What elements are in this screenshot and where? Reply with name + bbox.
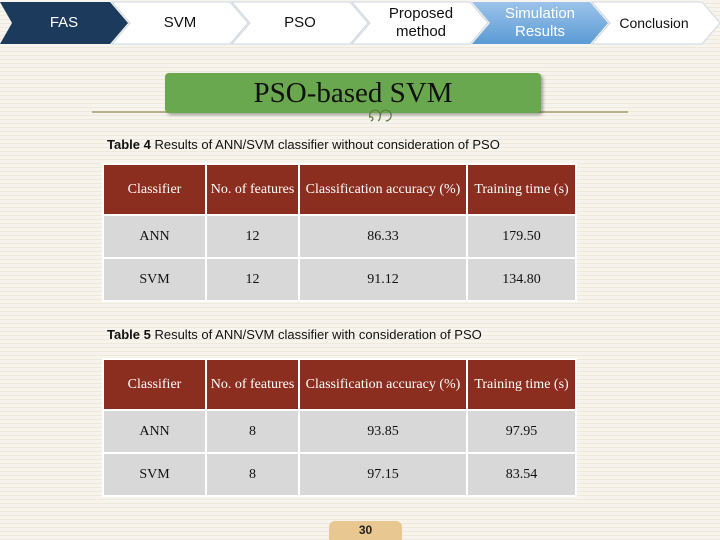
table4: Classifier No. of features Classificatio… [102,163,577,302]
table4-cell: 91.12 [300,259,466,300]
table5-cell: ANN [104,411,205,452]
table-row: ANN 12 86.33 179.50 [104,216,575,257]
table-row: SVM 12 91.12 134.80 [104,259,575,300]
table4-header-cell: No. of features [207,165,298,214]
slide-title: PSO-based SVM [253,77,453,109]
nav-label-proposed: Proposed method [388,5,454,40]
table5-cell: 8 [207,411,298,452]
nav-label-simulation: Simulation Results [504,5,576,40]
nav-label-fas: FAS [49,14,79,31]
page-number-badge: 30 [329,521,402,540]
table5-cell: SVM [104,454,205,495]
title-banner [165,73,541,113]
nav-chevron-conclusion[interactable] [590,1,720,45]
table4-cell: ANN [104,216,205,257]
nav-chevron-proposed[interactable] [350,1,489,45]
table4-header-cell: Classifier [104,165,205,214]
table5-header-cell: Classifier [104,360,205,409]
table5-cell: 93.85 [300,411,466,452]
table5-header-cell: Classification accuracy (%) [300,360,466,409]
nav-label-pso: PSO [284,14,316,31]
table4-caption-label: Table 4 [107,137,151,152]
table4-header-row: Classifier No. of features Classificatio… [104,165,575,214]
table5-header-row: Classifier No. of features Classificatio… [104,360,575,409]
table5: Classifier No. of features Classificatio… [102,358,577,497]
nav-chevron-pso[interactable] [230,1,369,45]
table4-caption-text: Results of ANN/SVM classifier without co… [150,137,500,152]
nav-label-svm: SVM [163,14,197,31]
nav-chevron-simulation[interactable] [472,2,608,44]
table5-header-cell: No. of features [207,360,298,409]
table-row: ANN 8 93.85 97.95 [104,411,575,452]
nav-chevron-fas[interactable] [0,2,128,44]
table5-cell: 8 [207,454,298,495]
table4-cell: 12 [207,216,298,257]
table4-cell: 179.50 [468,216,575,257]
table4-caption: Table 4 Results of ANN/SVM classifier wi… [107,137,500,152]
table5-caption: Table 5 Results of ANN/SVM classifier wi… [107,327,482,342]
table-row: SVM 8 97.15 83.54 [104,454,575,495]
table4-cell: 134.80 [468,259,575,300]
table4-cell: 86.33 [300,216,466,257]
table5-cell: 97.15 [300,454,466,495]
nav-chevrons [0,1,720,45]
table5-cell: 83.54 [468,454,575,495]
section-nav-bar: FAS SVM PSO Proposed method Simulation R… [0,0,720,46]
nav-label-conclusion: Conclusion [619,15,689,31]
table5-caption-label: Table 5 [107,327,151,342]
table5-cell: 97.95 [468,411,575,452]
table4-cell: 12 [207,259,298,300]
table4-cell: SVM [104,259,205,300]
nav-chevron-svm[interactable] [110,1,249,45]
table5-caption-text: Results of ANN/SVM classifier with consi… [150,327,482,342]
ornament-curl-icon: ဢ [368,98,394,128]
table4-header-cell: Classification accuracy (%) [300,165,466,214]
table4-header-cell: Training time (s) [468,165,575,214]
table5-header-cell: Training time (s) [468,360,575,409]
